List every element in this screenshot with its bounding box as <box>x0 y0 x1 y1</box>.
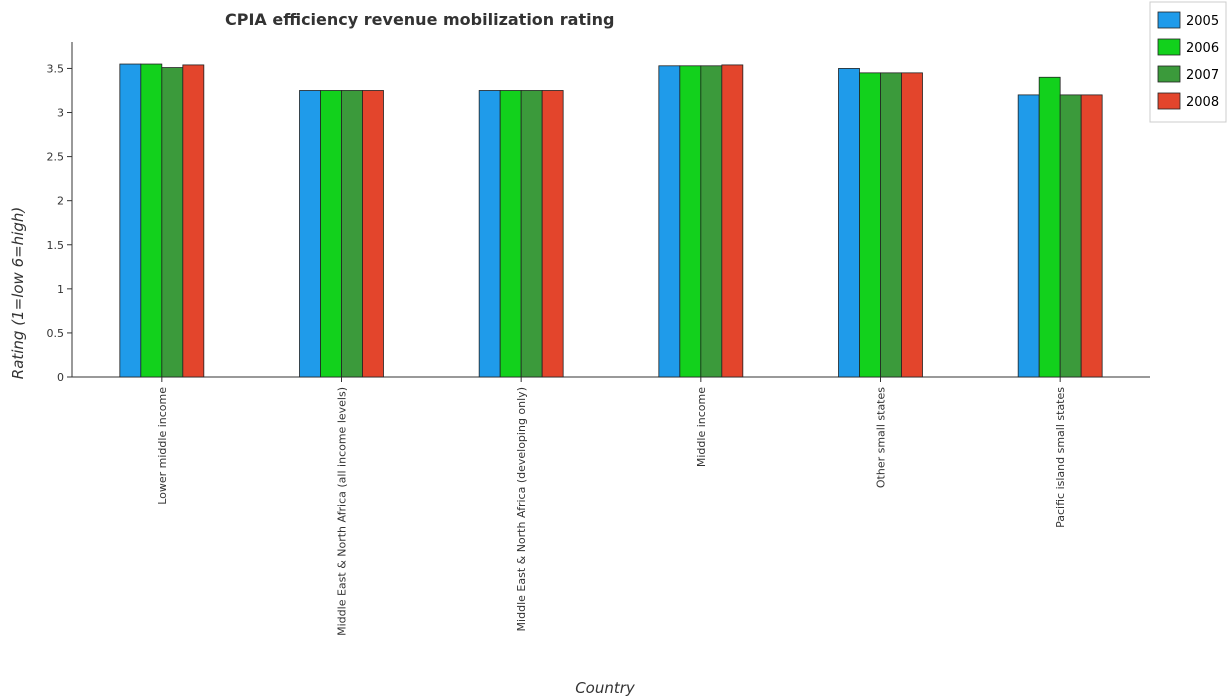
chart-title: CPIA efficiency revenue mobilization rat… <box>225 10 614 29</box>
y-tick-label: 3.5 <box>47 62 65 75</box>
x-tick-label: Middle income <box>695 387 708 467</box>
legend-label-2005: 2005 <box>1186 14 1219 29</box>
legend-label-2008: 2008 <box>1186 95 1219 110</box>
y-tick-label: 2.5 <box>47 151 65 164</box>
plot-area: 0 0.5 1 1.5 2 2.5 3 3.5 Lower middle income Middl… <box>47 42 1150 636</box>
bar-2006 <box>140 63 163 378</box>
x-tick-label: Lower middle income <box>156 387 169 505</box>
bar-2007 <box>700 65 723 378</box>
x-tick-label: Other small states <box>875 387 888 488</box>
y-tick-label: 2 <box>57 195 64 208</box>
legend-swatch-2007 <box>1157 65 1181 83</box>
bar-2008 <box>1080 94 1103 378</box>
bar-2008 <box>362 90 384 378</box>
bar-2005 <box>1017 94 1040 378</box>
bar-2006 <box>859 72 881 378</box>
y-tick-label: 1.5 <box>47 239 65 252</box>
bar-2006 <box>679 65 702 378</box>
x-tick-label: Middle East & North Africa (developing o… <box>515 387 528 631</box>
bar-2005 <box>119 63 142 378</box>
legend-swatch-2005 <box>1157 11 1181 29</box>
y-tick-label: 3 <box>57 107 64 120</box>
y-tick-label: 1 <box>57 283 64 296</box>
bar-2007 <box>880 72 902 378</box>
legend: 2005 2006 2007 2008 <box>1149 1 1227 123</box>
bar-2005 <box>838 68 860 378</box>
bar-2005 <box>478 90 501 378</box>
legend-swatch-2008 <box>1157 92 1181 110</box>
bar-2007 <box>161 67 184 378</box>
bar-2007 <box>520 90 543 378</box>
x-tick-label: Pacific island small states <box>1054 387 1067 528</box>
bar-2007 <box>341 90 363 378</box>
x-axis-label: Country <box>575 679 636 697</box>
bar-2008 <box>901 72 923 378</box>
bar-2008 <box>182 64 205 378</box>
legend-swatch-2006 <box>1157 38 1181 56</box>
bar-2008 <box>541 90 564 378</box>
legend-label-2007: 2007 <box>1186 68 1219 83</box>
bar-2005 <box>299 90 321 378</box>
y-tick-label: 0.5 <box>47 327 65 340</box>
bar-2008 <box>721 64 744 378</box>
y-axis-label: Rating (1=low 6=high) <box>9 207 27 379</box>
bar-2006 <box>499 90 522 378</box>
bar-2006 <box>1038 76 1061 378</box>
bar-2005 <box>658 65 681 378</box>
legend-label-2006: 2006 <box>1186 41 1219 56</box>
bar-2007 <box>1059 94 1082 378</box>
x-tick-label: Middle East & North Africa (all income l… <box>336 387 349 636</box>
y-tick-label: 0 <box>57 371 64 384</box>
bar-2006 <box>320 90 342 378</box>
